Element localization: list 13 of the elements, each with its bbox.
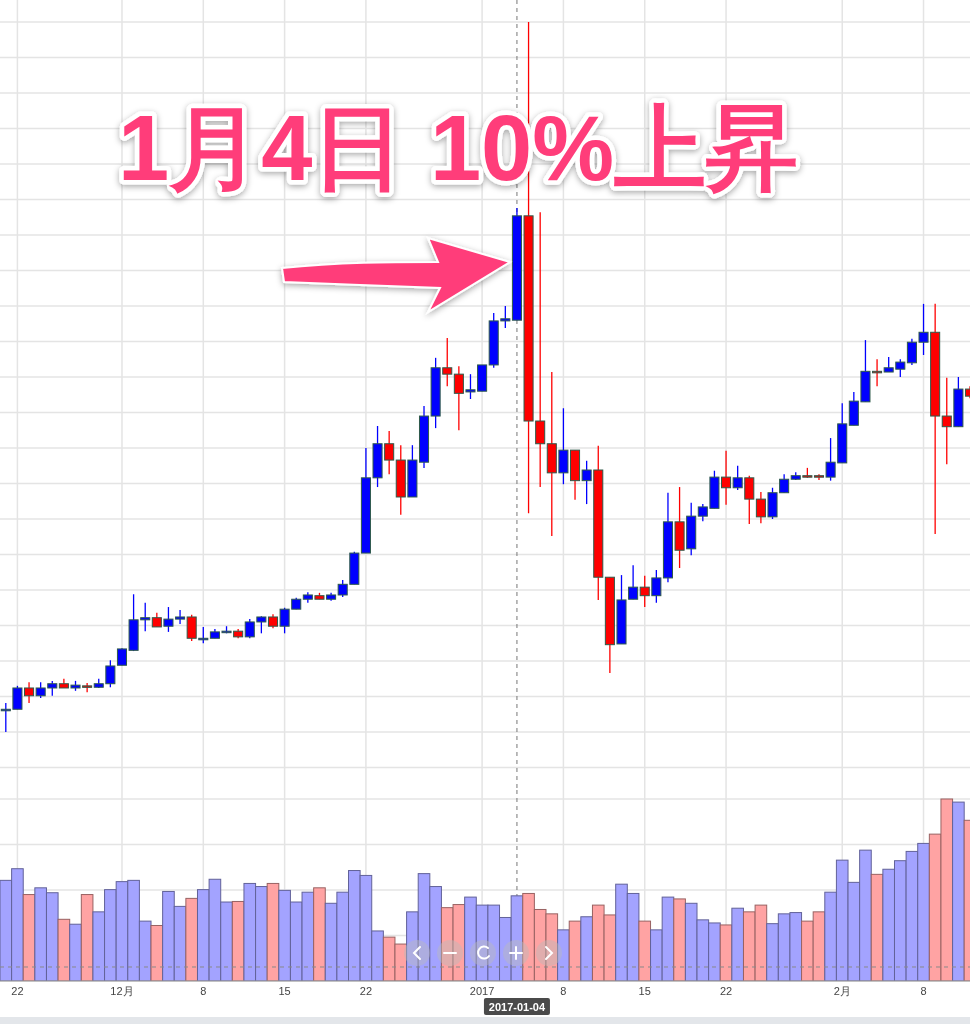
x-tick-label: 2月 <box>833 985 851 997</box>
x-tick-label: 12月 <box>110 985 134 997</box>
x-tick-label: 22 <box>719 985 733 997</box>
x-tick-label: 8 <box>560 985 567 997</box>
x-tick-label: 8 <box>920 985 927 997</box>
ref-line-label: 2017-01-04 <box>488 1001 546 1013</box>
x-tick-label: 2017 <box>469 985 495 997</box>
ref-label: 2017-01-04 <box>483 998 550 1015</box>
x-tick-label: 15 <box>278 985 291 997</box>
x-tick-label: 22 <box>11 985 24 997</box>
x-tick-label: 15 <box>638 985 651 997</box>
x-tick-label: 8 <box>200 985 207 997</box>
x-tick-label: 22 <box>359 985 373 997</box>
